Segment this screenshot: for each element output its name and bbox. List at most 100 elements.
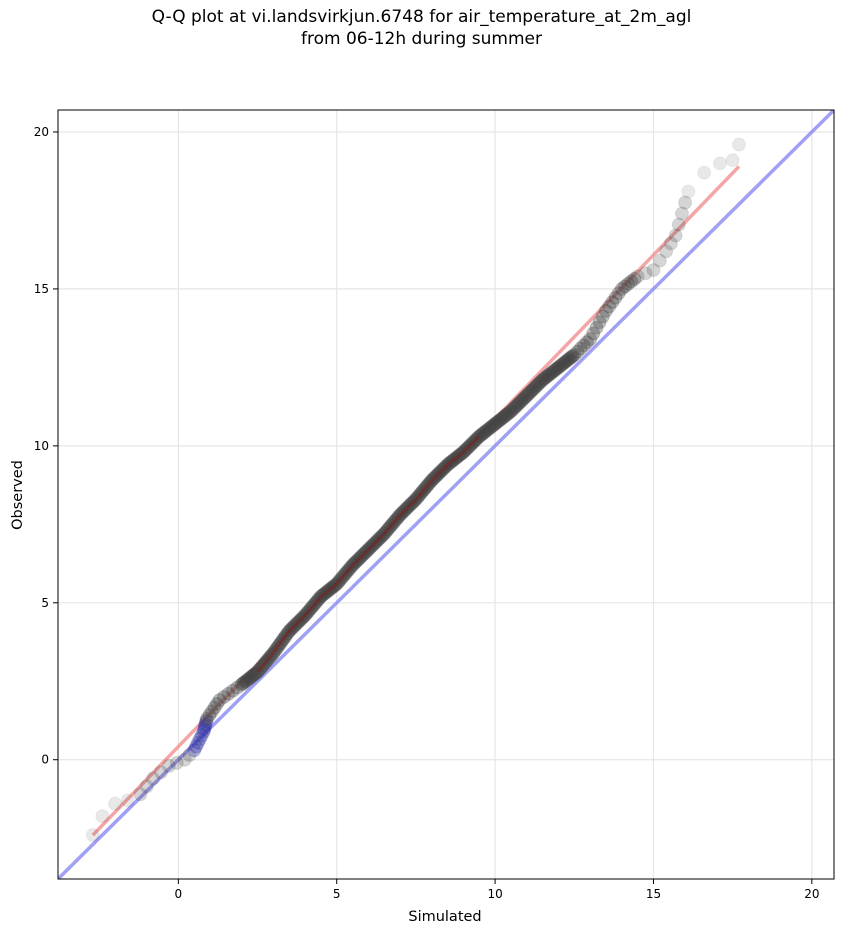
- quantile-point: [535, 372, 550, 387]
- quantile-point: [236, 676, 251, 691]
- quantile-point: [486, 418, 501, 433]
- quantile-point: [502, 405, 517, 420]
- quantile-point: [230, 680, 245, 695]
- quantile-point: [493, 412, 508, 427]
- quantile-point: [197, 719, 212, 734]
- quantile-point: [652, 253, 667, 268]
- chart-title: Q-Q plot at vi.landsvirkjun.6748 for air…: [0, 6, 843, 50]
- quantile-point: [621, 276, 636, 291]
- quantile-point: [495, 411, 510, 426]
- quantile-point: [108, 796, 123, 811]
- quantile-point: [221, 686, 236, 701]
- quantile-point: [725, 153, 740, 168]
- quantile-point: [512, 395, 527, 410]
- quantile-point: [210, 696, 225, 711]
- quantile-point: [611, 286, 626, 301]
- quantile-point: [608, 290, 623, 305]
- quantile-point: [187, 743, 202, 758]
- quantile-point: [589, 320, 604, 335]
- quantile-point: [146, 771, 161, 786]
- quantile-point: [537, 371, 552, 386]
- quantile-point: [598, 303, 613, 318]
- x-tick-label: 0: [175, 887, 183, 901]
- quantile-point: [238, 674, 253, 689]
- quantile-point: [204, 704, 219, 719]
- identity-line: [58, 110, 834, 879]
- quantile-point: [491, 414, 506, 429]
- quantile-point: [518, 390, 533, 405]
- quantile-point: [241, 671, 256, 686]
- quantile-point: [509, 399, 524, 414]
- quantile-point: [712, 156, 727, 171]
- quantile-point: [659, 244, 674, 259]
- quantile-point: [602, 299, 617, 314]
- quantile-point: [95, 809, 110, 824]
- quantile-point: [216, 689, 231, 704]
- quantile-point: [477, 425, 492, 440]
- quantile-point: [563, 350, 578, 365]
- quantile-point: [523, 385, 538, 400]
- quantile-point: [576, 338, 591, 353]
- quantile-point: [638, 266, 653, 281]
- quantile-point: [503, 404, 518, 419]
- quantile-point: [627, 271, 642, 286]
- quantile-point: [482, 421, 497, 436]
- quantile-point: [199, 711, 214, 726]
- quantile-point: [153, 765, 168, 780]
- quantile-point: [605, 295, 620, 310]
- quantile-point: [498, 408, 513, 423]
- quantile-point: [484, 419, 499, 434]
- quantile-point: [505, 402, 520, 417]
- quantile-point: [481, 422, 496, 437]
- quantile-point: [567, 347, 582, 362]
- x-axis-label: Simulated: [408, 909, 481, 925]
- quantile-point: [196, 724, 211, 739]
- quantile-point: [198, 716, 213, 731]
- quantile-point: [245, 669, 260, 684]
- quantile-point: [500, 407, 515, 422]
- quantile-point: [234, 677, 249, 692]
- quantile-point: [614, 281, 629, 296]
- quantile-point: [519, 388, 534, 403]
- quantile-point: [551, 360, 566, 375]
- quantile-point: [565, 349, 580, 364]
- quantile-point: [570, 344, 585, 359]
- quantile-point: [239, 673, 254, 688]
- quantile-point: [190, 735, 205, 750]
- quantile-point: [532, 376, 547, 391]
- quantile-point: [530, 378, 545, 393]
- quantile-point: [678, 195, 693, 210]
- quantile-point: [542, 367, 557, 382]
- quantile-point: [199, 714, 214, 729]
- x-tick-label: 20: [804, 887, 819, 901]
- quantile-point: [586, 326, 601, 341]
- quantile-point: [202, 708, 217, 723]
- plot-marks: [58, 110, 834, 879]
- quantile-point: [507, 400, 522, 415]
- quantile-point: [583, 332, 598, 347]
- quantile-point: [192, 732, 207, 747]
- quantile-point: [85, 828, 100, 843]
- quantile-point: [681, 184, 696, 199]
- y-tick-label: 0: [41, 753, 49, 767]
- dense-center-trace: [256, 435, 481, 673]
- quantile-point: [225, 683, 240, 698]
- quantile-point: [243, 670, 258, 685]
- quantile-point: [630, 269, 645, 284]
- quantile-point: [177, 752, 192, 767]
- quantile-point: [624, 274, 639, 289]
- quantile-point: [556, 356, 571, 371]
- quantile-point: [514, 393, 529, 408]
- quantile-point: [539, 370, 554, 385]
- quantile-point: [646, 263, 661, 278]
- y-tick-label: 5: [41, 596, 49, 610]
- x-tick-label: 5: [333, 887, 341, 901]
- chart-title-line-1: Q-Q plot at vi.landsvirkjun.6748 for air…: [151, 7, 692, 27]
- quantile-point: [212, 693, 227, 708]
- quantile-point: [544, 365, 559, 380]
- quantile-point: [573, 341, 588, 356]
- quantile-point: [540, 368, 555, 383]
- quantile-point: [561, 352, 576, 367]
- quantile-point: [671, 217, 686, 232]
